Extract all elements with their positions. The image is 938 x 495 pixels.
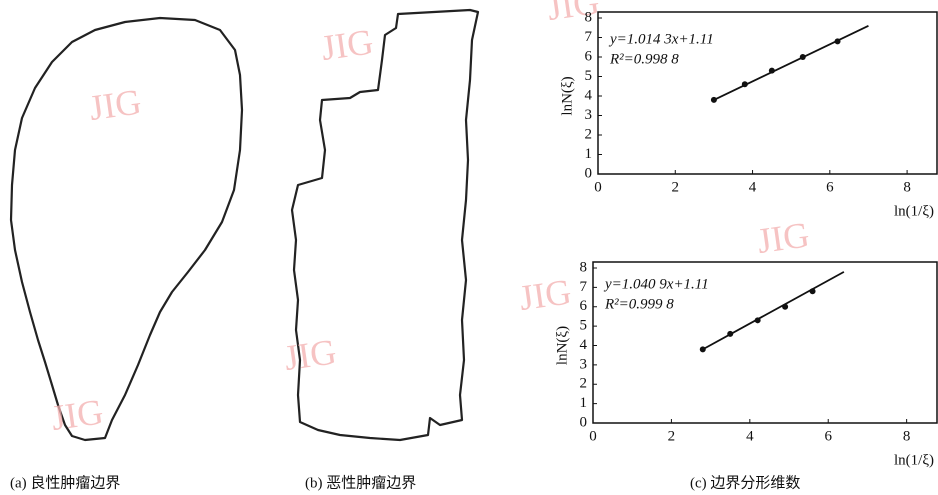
point xyxy=(727,331,733,337)
y-tick-label: 5 xyxy=(585,68,593,84)
point xyxy=(769,68,775,74)
x-tick-label: 6 xyxy=(824,428,832,444)
watermark: JIG xyxy=(545,0,602,28)
y-tick-label: 8 xyxy=(580,259,588,275)
y-tick-label: 6 xyxy=(580,298,588,314)
x-tick-label: 2 xyxy=(672,179,680,195)
figure: (a) 良性肿瘤边界 (b) 恶性肿瘤边界 (c) 边界分形维数 JIGJIGJ… xyxy=(0,0,938,495)
r-squared: R²=0.999 8 xyxy=(604,296,674,312)
caption: (a) 良性肿瘤边界 xyxy=(10,474,120,491)
caption: (b) 恶性肿瘤边界 xyxy=(305,474,416,491)
point xyxy=(800,54,806,60)
point xyxy=(782,304,788,310)
point xyxy=(835,38,841,44)
y-tick-label: 4 xyxy=(580,337,588,353)
y-tick-label: 6 xyxy=(585,48,593,64)
y-tick-label: 2 xyxy=(580,376,588,392)
malignant-boundary xyxy=(292,10,478,440)
point xyxy=(742,81,748,87)
watermark: JIG xyxy=(517,271,574,318)
y-tick-label: 4 xyxy=(585,87,593,103)
watermarks: JIG JIG JIG JIG JIG JIG JIG xyxy=(49,0,812,438)
fit-line xyxy=(714,26,869,100)
y-axis-label: lnN(ξ) xyxy=(554,326,570,365)
watermark: JIG xyxy=(282,331,339,378)
watermark: JIG xyxy=(755,214,812,261)
y-axis-label: lnN(ξ) xyxy=(559,76,575,115)
x-tick-label: 6 xyxy=(826,179,834,195)
fit-line xyxy=(703,272,844,350)
watermark: JIG xyxy=(319,21,376,68)
y-tick-label: 0 xyxy=(580,414,588,430)
y-tick-label: 5 xyxy=(580,318,588,334)
x-tick-label: 0 xyxy=(594,179,602,195)
y-tick-label: 2 xyxy=(585,126,593,142)
x-tick-label: 4 xyxy=(746,428,754,444)
watermark: JIG xyxy=(49,391,106,438)
x-tick-label: 8 xyxy=(903,179,911,195)
charts: 0 1 2 3 4 5 6 7 8 0 2 4 6 8 ln(1/ξ) lnN(ξ) y=1.014 3x+1.… xyxy=(554,9,937,468)
equation: y=1.014 3x+1.11 xyxy=(608,31,714,47)
x-axis-label: ln(1/ξ) xyxy=(894,452,934,468)
y-tick-label: 7 xyxy=(585,29,593,45)
r-squared: R²=0.998 8 xyxy=(609,51,679,67)
y-tick-label: 7 xyxy=(580,279,588,295)
equation: y=1.040 9x+1.11 xyxy=(603,276,709,292)
point xyxy=(700,346,706,352)
watermark: JIG xyxy=(87,81,144,128)
y-tick-label: 1 xyxy=(585,146,593,162)
benign-boundary xyxy=(11,18,242,440)
y-tick-label: 3 xyxy=(585,107,593,123)
point xyxy=(810,288,816,294)
x-tick-label: 4 xyxy=(749,179,757,195)
y-tick-label: 8 xyxy=(585,9,593,25)
caption: (c) 边界分形维数 xyxy=(690,474,800,491)
y-tick-label: 0 xyxy=(585,165,593,181)
point xyxy=(711,97,717,103)
x-tick-label: 8 xyxy=(903,428,911,444)
y-tick-label: 1 xyxy=(580,395,588,411)
x-tick-label: 2 xyxy=(668,428,676,444)
y-tick-label: 3 xyxy=(580,356,588,372)
x-axis-label: ln(1/ξ) xyxy=(894,203,934,219)
x-tick-label: 0 xyxy=(589,428,597,444)
point xyxy=(755,317,761,323)
